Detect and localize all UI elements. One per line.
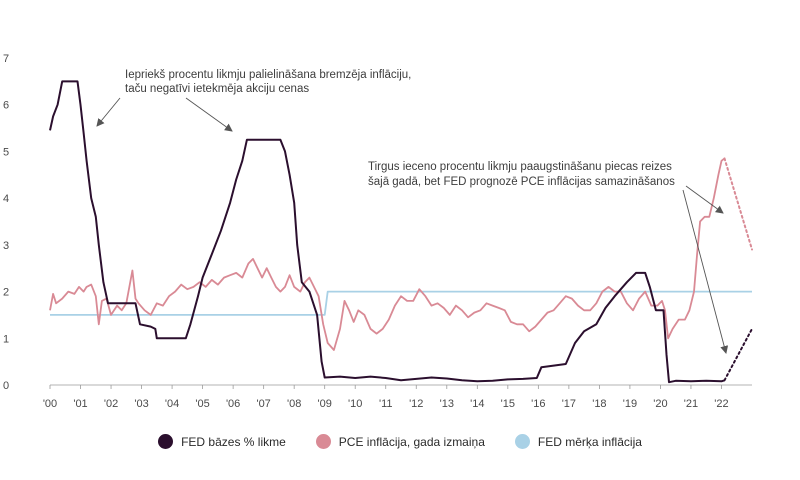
y-tick-label: 5 bbox=[3, 146, 9, 158]
annotation-left-line-2: taču negatīvi ietekmēja akciju cenas bbox=[125, 83, 309, 95]
x-tick-label: '15 bbox=[501, 398, 515, 410]
x-tick-label: '09 bbox=[318, 398, 332, 410]
series-line-fed-merka-inflacija bbox=[50, 290, 752, 316]
annotation-left-arrow-b bbox=[185, 97, 233, 132]
x-tick-label: '17 bbox=[562, 398, 576, 410]
y-tick-label: 6 bbox=[3, 100, 9, 112]
x-tick-label: '00 bbox=[43, 398, 57, 410]
legend-label-target: FED mērķa inflācija bbox=[537, 434, 642, 449]
x-tick-label: '20 bbox=[653, 398, 667, 410]
annotation-layer: Iepriekš procentu likmju palielināšana b… bbox=[96, 69, 729, 354]
legend-swatch-fed-rate bbox=[158, 434, 174, 449]
x-tick-label: '13 bbox=[440, 398, 454, 410]
x-tick-label: '22 bbox=[714, 398, 728, 410]
legend-label-pce: PCE inflācija, gada izmaiņa bbox=[338, 434, 485, 449]
series-layer bbox=[49, 80, 753, 384]
annotation-right-arrow-a bbox=[685, 185, 724, 214]
x-tick-label: '08 bbox=[287, 398, 301, 410]
x-tick-label: '16 bbox=[531, 398, 545, 410]
annotation-left-line-1: Iepriekš procentu likmju palielināšana b… bbox=[125, 69, 411, 81]
y-tick-label: 0 bbox=[3, 380, 9, 392]
series-line-pce-inflacija-gada-izmaina bbox=[49, 157, 726, 351]
projection-line-fed-bazes-likme bbox=[723, 327, 753, 382]
annotation-right-line-2: šajā gadā, bet FED prognozē PCE inflācij… bbox=[368, 176, 675, 188]
y-tick-label: 4 bbox=[3, 193, 9, 205]
x-tick-label: '19 bbox=[623, 398, 637, 410]
annotation-right-line-1: Tirgus ieceno procentu likmju paaugstinā… bbox=[368, 161, 672, 173]
x-tick-label: '18 bbox=[592, 398, 606, 410]
x-tick-label: '04 bbox=[165, 398, 179, 410]
y-tick-label: 2 bbox=[3, 287, 9, 299]
x-tick-label: '11 bbox=[379, 398, 393, 410]
x-tick-label: '21 bbox=[684, 398, 698, 410]
legend-label-fed-rate: FED bāzes % likme bbox=[181, 434, 286, 449]
x-tick-label: '02 bbox=[104, 398, 118, 410]
x-tick-label: '01 bbox=[73, 398, 87, 410]
projection-line-pce-inflacija-gada-izmaina bbox=[723, 157, 753, 251]
x-tick-label: '12 bbox=[409, 398, 423, 410]
x-tick-label: '07 bbox=[256, 398, 270, 410]
x-tick-label: '14 bbox=[470, 398, 484, 410]
y-axis: 0 1 2 3 4 5 6 7 bbox=[3, 53, 9, 392]
y-tick-label: 3 bbox=[3, 240, 9, 252]
y-tick-label: 7 bbox=[3, 53, 9, 65]
annotation-right-arrow-b bbox=[682, 189, 729, 354]
y-tick-label: 1 bbox=[3, 333, 9, 345]
series-line-fed-bazes-likme bbox=[49, 80, 725, 384]
x-tick-label: '03 bbox=[134, 398, 148, 410]
annotation-left-arrow-a bbox=[96, 97, 121, 127]
legend-item-pce: PCE inflācija, gada izmaiņa bbox=[315, 434, 485, 449]
legend-item-target: FED mērķa inflācija bbox=[514, 434, 642, 449]
legend: FED bāzes % likme PCE inflācija, gada iz… bbox=[0, 434, 800, 449]
legend-swatch-target bbox=[514, 434, 530, 449]
x-tick-label: '05 bbox=[195, 398, 209, 410]
x-tick-label: '06 bbox=[226, 398, 240, 410]
x-tick-label: '10 bbox=[348, 398, 362, 410]
x-axis: '00 '01 '02 '03 '04 '05 '06 '07 '08 '09 '10 '11 '12 '… bbox=[43, 384, 752, 410]
legend-item-fed-rate: FED bāzes % likme bbox=[158, 434, 286, 449]
legend-swatch-pce bbox=[315, 434, 331, 449]
